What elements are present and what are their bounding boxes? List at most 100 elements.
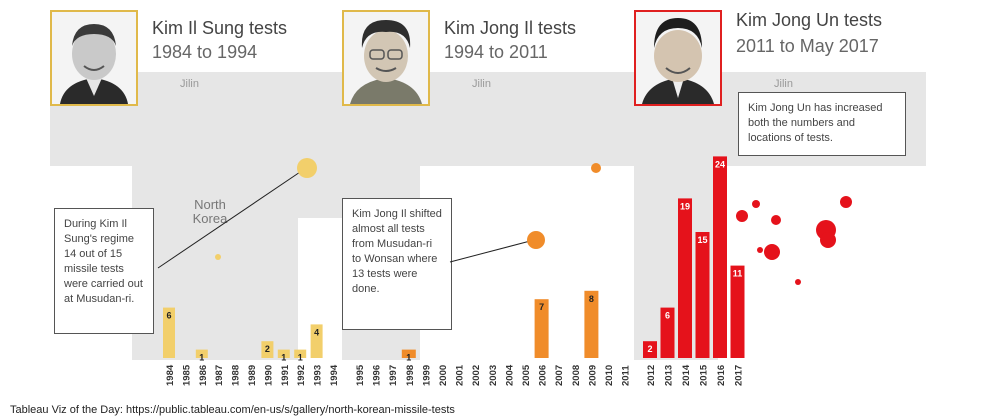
map-label-jilin: Jilin xyxy=(774,78,793,90)
panel-years: 2011 to May 2017 xyxy=(736,36,879,56)
tick-label-1995: 1995 xyxy=(355,364,366,386)
bar-2015 xyxy=(695,232,710,358)
tick-label-2001: 2001 xyxy=(455,364,466,386)
test-site-marker xyxy=(771,215,781,225)
tick-label-1984: 1984 xyxy=(165,364,176,386)
data-label-2016: 24 xyxy=(715,159,725,169)
kim-il-sung-portrait xyxy=(50,10,138,106)
tick-label-2009: 2009 xyxy=(587,365,598,386)
bar-2012 xyxy=(643,341,657,358)
tick-label-2002: 2002 xyxy=(471,365,482,386)
tick-label-1991: 1991 xyxy=(280,364,291,386)
test-site-marker xyxy=(736,210,748,222)
data-label-2009: 8 xyxy=(589,294,594,304)
data-label-2013: 6 xyxy=(665,311,670,321)
tick-label-2015: 2015 xyxy=(699,364,710,386)
tick-label-2007: 2007 xyxy=(554,365,565,386)
footer-source: Tableau Viz of the Day: https://public.t… xyxy=(10,404,455,416)
tick-label-1986: 1986 xyxy=(198,365,209,386)
test-site-marker xyxy=(795,279,801,285)
data-label-1993: 4 xyxy=(314,327,319,337)
tick-label-1998: 1998 xyxy=(405,365,416,386)
bar-2006 xyxy=(534,299,549,358)
panel-kim-il-sung: Kim Il Sung tests 1984 to 1994 Jilin Nor… xyxy=(50,8,342,360)
data-label-2017: 11 xyxy=(733,269,743,279)
tick-label-2006: 2006 xyxy=(538,365,549,386)
tick-label-1994: 1994 xyxy=(329,364,340,386)
bar-1993 xyxy=(310,324,323,358)
annotation-leader-line xyxy=(157,167,307,269)
test-site-marker xyxy=(752,200,760,208)
tick-label-1996: 1996 xyxy=(372,365,383,386)
data-label-2015: 15 xyxy=(697,235,707,245)
tick-label-2012: 2012 xyxy=(646,365,657,386)
kim-jong-il-portrait xyxy=(342,10,430,106)
annotation-leader-line xyxy=(449,239,535,263)
bar-2014 xyxy=(678,198,692,358)
bar-2013 xyxy=(660,307,675,358)
test-site-marker xyxy=(297,158,317,178)
panel-title: Kim Jong Il tests xyxy=(444,18,577,38)
map-label-north-korea: North Korea xyxy=(192,197,228,226)
tick-label-2017: 2017 xyxy=(734,365,745,386)
tick-label-1990: 1990 xyxy=(263,365,274,386)
annotation-kim-jong-un: Kim Jong Un has increased both the numbe… xyxy=(738,92,906,156)
test-site-marker xyxy=(591,163,601,173)
panel-years: 1994 to 2011 xyxy=(444,42,548,62)
bar-1992 xyxy=(294,349,307,358)
tick-label-1999: 1999 xyxy=(421,365,432,386)
data-label-1998: 1 xyxy=(406,353,411,363)
data-label-2012: 2 xyxy=(647,344,652,354)
data-label-2014: 19 xyxy=(680,201,690,211)
data-label-1986: 1 xyxy=(199,353,204,363)
map-label-jilin: Jilin xyxy=(180,78,199,90)
bar-1991 xyxy=(277,349,290,358)
tick-label-2014: 2014 xyxy=(681,364,692,386)
bar-1986 xyxy=(195,349,208,358)
bar-2017 xyxy=(730,265,745,358)
tick-label-2010: 2010 xyxy=(604,365,615,386)
annotation-kim-jong-il: Kim Jong Il shifted almost all tests fro… xyxy=(342,198,452,330)
test-site-marker xyxy=(215,254,221,260)
tick-label-2013: 2013 xyxy=(664,365,675,386)
tick-label-2008: 2008 xyxy=(571,365,582,386)
panel-kim-jong-un: Kim Jong Un tests 2011 to May 2017 Jilin… xyxy=(634,8,926,360)
tick-label-2000: 2000 xyxy=(438,365,449,386)
bar-1990 xyxy=(261,341,274,358)
tick-label-1985: 1985 xyxy=(181,364,192,386)
tick-label-2005: 2005 xyxy=(521,364,532,386)
kim-jong-un-portrait xyxy=(634,10,722,106)
tick-label-1992: 1992 xyxy=(296,365,307,386)
test-site-marker xyxy=(757,247,763,253)
test-site-marker xyxy=(764,244,780,260)
data-label-1990: 2 xyxy=(265,344,270,354)
panel-kim-jong-il: Kim Jong Il tests 1994 to 2011 Jilin Kim… xyxy=(342,8,634,360)
annotation-kim-il-sung: During Kim Il Sung's regime 14 out of 15… xyxy=(54,208,154,334)
tick-label-2016: 2016 xyxy=(716,365,727,386)
tick-label-1988: 1988 xyxy=(231,365,242,386)
tick-label-1989: 1989 xyxy=(247,365,258,386)
data-label-1984: 6 xyxy=(166,311,171,321)
test-site-marker xyxy=(840,196,852,208)
bar-2009 xyxy=(584,290,599,358)
bar-2016 xyxy=(713,156,727,358)
sea-area xyxy=(718,166,926,360)
tick-label-1997: 1997 xyxy=(388,365,399,386)
tick-label-2004: 2004 xyxy=(504,364,515,386)
panel-years: 1984 to 1994 xyxy=(152,42,258,62)
panel-title: Kim Il Sung tests xyxy=(152,18,288,38)
data-label-1992: 1 xyxy=(298,353,303,363)
panel-title: Kim Jong Un tests xyxy=(736,10,883,30)
tick-label-1987: 1987 xyxy=(214,365,225,386)
bar-1998 xyxy=(401,349,416,358)
tick-label-2003: 2003 xyxy=(488,365,499,386)
data-label-2006: 7 xyxy=(539,302,544,312)
map-label-jilin: Jilin xyxy=(472,78,491,90)
tick-label-2011: 2011 xyxy=(621,365,632,386)
tick-label-1993: 1993 xyxy=(313,365,324,386)
test-site-marker xyxy=(820,232,836,248)
bar-1984 xyxy=(163,307,175,358)
data-label-1991: 1 xyxy=(281,353,286,363)
test-site-marker xyxy=(527,231,545,249)
